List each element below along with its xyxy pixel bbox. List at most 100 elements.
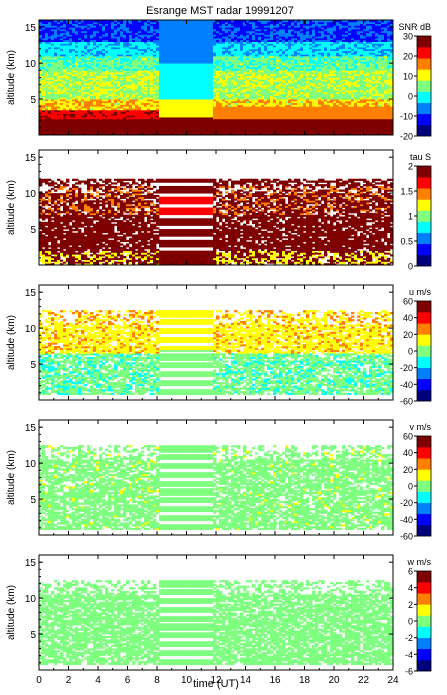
heatmap-cell: [180, 90, 184, 93]
heatmap-cell: [96, 23, 100, 26]
heatmap-cell: [66, 133, 70, 136]
heatmap-cell: [111, 115, 115, 118]
heatmap-cell: [114, 113, 118, 116]
heatmap-cell: [141, 131, 145, 134]
heatmap-cell: [60, 36, 64, 39]
heatmap-cell: [162, 20, 166, 23]
heatmap-cell: [96, 91, 100, 95]
heatmap-cell: [180, 81, 184, 84]
heatmap-cell: [39, 30, 43, 33]
heatmap-cell: [183, 59, 187, 62]
heatmap-cell: [192, 131, 196, 134]
heatmap-cell: [114, 59, 118, 62]
heatmap-cell: [108, 75, 112, 78]
heatmap-cell: [177, 106, 181, 109]
heatmap-cell: [189, 100, 193, 104]
heatmap-cell: [78, 81, 82, 84]
heatmap-cell: [120, 32, 124, 35]
heatmap-cell: [63, 93, 67, 96]
heatmap-cell: [84, 99, 88, 102]
heatmap-cell: [123, 27, 127, 30]
heatmap-cell: [144, 91, 148, 95]
heatmap-cell: [114, 104, 118, 107]
heatmap-cell: [87, 32, 91, 35]
heatmap-cell: [48, 122, 52, 125]
heatmap-cell: [57, 131, 61, 134]
heatmap-cell: [81, 122, 85, 125]
heatmap-cell: [180, 129, 184, 132]
heatmap-cell: [48, 81, 52, 84]
heatmap-cell: [159, 57, 163, 60]
heatmap-cell: [39, 45, 43, 48]
heatmap-cell: [84, 30, 88, 33]
heatmap-cell: [180, 100, 184, 104]
heatmap-cell: [57, 59, 61, 62]
heatmap-cell: [42, 127, 46, 131]
heatmap-cell: [186, 64, 190, 68]
heatmap-cell: [162, 55, 166, 59]
heatmap-cell: [183, 90, 187, 93]
heatmap-cell: [105, 108, 109, 111]
heatmap-cell: [111, 45, 115, 48]
heatmap-cell: [159, 115, 163, 118]
heatmap-cell: [99, 30, 103, 33]
heatmap-cell: [186, 70, 190, 73]
heatmap-cell: [66, 118, 70, 122]
heatmap-cell: [96, 75, 100, 78]
heatmap-cell: [96, 109, 100, 113]
heatmap-cell: [81, 23, 85, 26]
heatmap-cell: [180, 115, 184, 118]
heatmap-cell: [96, 66, 100, 69]
heatmap-cell: [165, 81, 169, 84]
heatmap-cell: [183, 91, 187, 95]
heatmap-cell: [96, 52, 100, 55]
heatmap-cell: [84, 59, 88, 62]
heatmap-cell: [114, 27, 118, 30]
heatmap-cell: [165, 28, 169, 32]
heatmap-cell: [51, 68, 55, 71]
heatmap-cell: [189, 77, 193, 80]
heatmap-cell: [168, 91, 172, 95]
heatmap-cell: [75, 48, 79, 51]
heatmap-cell: [72, 63, 76, 66]
heatmap-cell: [51, 84, 55, 87]
heatmap-cell: [42, 63, 46, 66]
heatmap-cell: [135, 68, 139, 71]
heatmap-cell: [90, 21, 94, 24]
heatmap-cell: [186, 124, 190, 127]
heatmap-cell: [135, 55, 139, 59]
heatmap-cell: [111, 25, 115, 28]
heatmap-cell: [39, 34, 43, 37]
heatmap-cell: [78, 41, 82, 44]
heatmap-cell: [108, 23, 112, 26]
heatmap-cell: [132, 37, 136, 41]
heatmap-cell: [126, 27, 130, 30]
heatmap-cell: [135, 48, 139, 51]
heatmap-cell: [102, 50, 106, 53]
heatmap-cell: [54, 99, 58, 102]
heatmap-cell: [177, 95, 181, 98]
heatmap-cell: [144, 37, 148, 41]
heatmap-cell: [81, 133, 85, 136]
heatmap-cell: [189, 52, 193, 55]
heatmap-cell: [108, 66, 112, 69]
heatmap-cell: [72, 43, 76, 46]
heatmap-cell: [126, 120, 130, 123]
heatmap-cell: [147, 95, 151, 98]
heatmap-cell: [132, 64, 136, 68]
heatmap-cell: [72, 95, 76, 98]
heatmap-cell: [162, 104, 166, 107]
heatmap-cell: [105, 23, 109, 26]
heatmap-cell: [45, 20, 49, 23]
heatmap-cell: [183, 106, 187, 109]
heatmap-cell: [42, 88, 46, 91]
heatmap-cell: [120, 100, 124, 104]
heatmap-cell: [99, 79, 103, 82]
heatmap-cell: [171, 59, 175, 62]
heatmap-cell: [147, 72, 151, 75]
heatmap-cell: [114, 48, 118, 51]
heatmap-cell: [108, 55, 112, 59]
heatmap-cell: [129, 93, 133, 96]
heatmap-cell: [114, 66, 118, 69]
heatmap-cell: [57, 113, 61, 116]
